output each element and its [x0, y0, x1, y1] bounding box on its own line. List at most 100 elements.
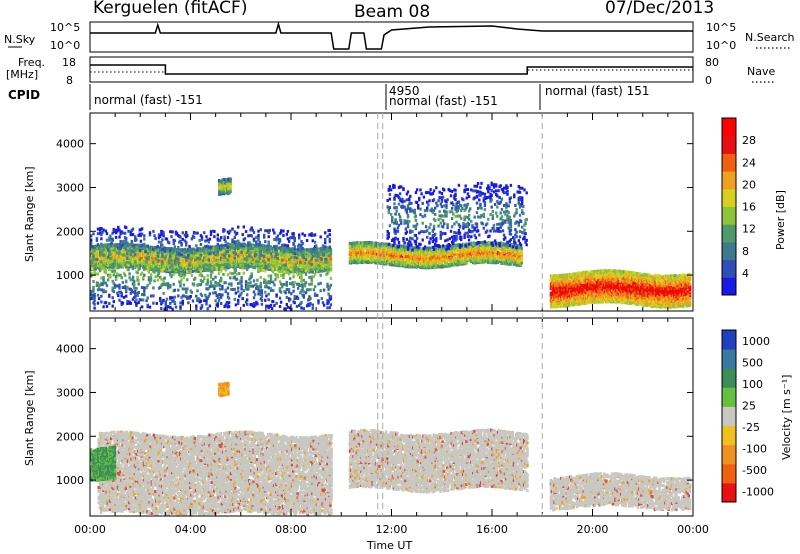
data-cell — [465, 260, 468, 264]
data-cell — [244, 245, 248, 249]
data-cell — [380, 246, 383, 250]
data-cell — [429, 246, 432, 250]
data-cell — [327, 258, 330, 262]
data-cell — [401, 257, 405, 261]
data-cell — [368, 240, 371, 244]
data-cell — [453, 246, 457, 250]
data-cell — [453, 257, 457, 260]
data-cell — [413, 254, 416, 258]
data-cell — [375, 251, 379, 255]
data-cell — [311, 270, 314, 274]
data-cell — [109, 243, 112, 246]
data-cell — [483, 251, 486, 255]
data-cell — [357, 241, 361, 245]
data-cell — [249, 264, 252, 268]
data-cell — [399, 260, 403, 264]
data-cell — [495, 257, 499, 261]
data-cell — [581, 295, 584, 298]
data-cell — [109, 247, 112, 251]
data-cell — [501, 245, 504, 249]
data-cell — [265, 244, 268, 248]
data-cell — [372, 241, 375, 245]
data-cell — [276, 258, 279, 262]
data-cell — [479, 246, 483, 250]
data-cell — [149, 252, 153, 256]
data-cell — [227, 260, 231, 264]
data-cell — [142, 248, 145, 252]
data-cell — [375, 253, 379, 257]
data-cell — [401, 264, 405, 268]
data-cell — [154, 251, 157, 255]
data-cell — [391, 251, 395, 255]
data-cell — [520, 252, 523, 255]
data-cell — [361, 241, 364, 245]
data-cell — [154, 268, 157, 272]
data-cell — [453, 250, 457, 254]
data-cell — [441, 265, 444, 269]
data-cell — [154, 245, 157, 249]
data-cell — [227, 264, 231, 268]
data-cell — [479, 250, 483, 253]
data-cell — [240, 255, 243, 259]
data-cell — [380, 253, 383, 257]
data-cell — [201, 256, 205, 260]
data-cell — [218, 251, 222, 255]
freq-label: Freq. — [18, 56, 45, 69]
data-cell — [570, 296, 573, 300]
data-cell — [385, 242, 388, 246]
data-cell — [439, 259, 442, 263]
data-cell — [301, 260, 304, 264]
data-cell — [301, 257, 304, 261]
data-cell — [466, 259, 469, 263]
data-cell — [301, 268, 304, 272]
data-cell — [479, 241, 483, 245]
data-cell — [426, 252, 430, 256]
data-cell — [279, 253, 283, 257]
data-cell — [413, 246, 416, 250]
data-cell — [466, 245, 469, 249]
data-cell — [441, 248, 444, 252]
data-cell — [201, 248, 205, 252]
data-cell — [505, 249, 509, 253]
data-cell — [299, 258, 302, 262]
frequency-trace — [90, 64, 693, 75]
noise-panel: N.Sky 10^5 10^0 10^5 10^0 N.Search — [4, 21, 795, 53]
data-cell — [221, 251, 224, 255]
data-cell — [374, 241, 378, 245]
data-cell — [251, 243, 255, 247]
data-cell — [327, 248, 330, 252]
data-cell — [401, 244, 405, 248]
data-cell — [243, 259, 247, 263]
data-cell — [427, 246, 431, 250]
power-data-cells — [90, 177, 692, 311]
nsky-label: N.Sky — [4, 33, 36, 46]
data-cell — [354, 256, 357, 259]
data-cell — [421, 266, 424, 270]
data-cell — [505, 245, 509, 249]
data-cell — [175, 267, 179, 271]
data-cell — [380, 257, 383, 261]
data-cell — [567, 278, 571, 282]
data-cell — [501, 257, 504, 261]
data-cell — [443, 265, 447, 268]
station-title: Kerguelen (fitACF) — [93, 0, 247, 18]
data-cell — [453, 252, 457, 256]
freq-tick-low: 8 — [66, 74, 73, 87]
noise-tick-high-right: 10^5 — [706, 21, 736, 34]
data-cell — [109, 266, 112, 269]
data-cell — [354, 243, 357, 247]
data-cell — [253, 258, 257, 262]
data-cell — [278, 257, 282, 261]
frequency-panel: Freq. [MHz] 18 8 80 0 Nave — [6, 56, 776, 87]
data-cell — [154, 254, 157, 258]
data-cell — [567, 304, 571, 307]
data-cell — [149, 245, 153, 249]
data-cell — [427, 256, 431, 260]
data-cell — [505, 253, 509, 257]
data-cell — [520, 248, 523, 252]
data-cell — [154, 259, 157, 263]
data-cell — [401, 260, 405, 264]
data-cell — [227, 248, 231, 251]
data-cell — [495, 249, 499, 252]
data-cell — [401, 248, 405, 252]
